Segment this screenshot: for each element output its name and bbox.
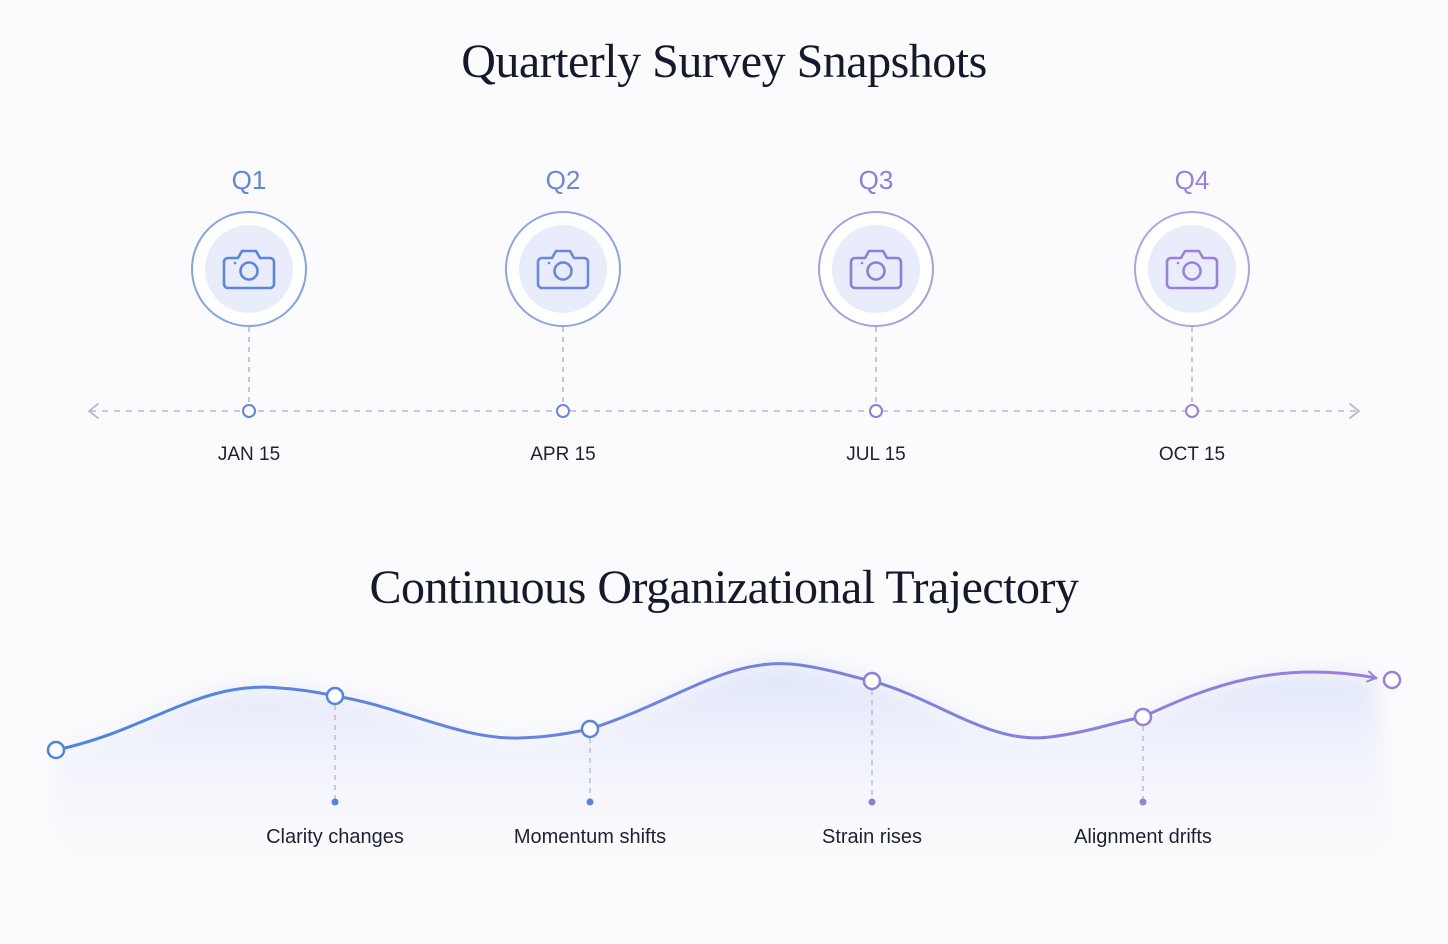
trajectory-end-dot: [1382, 670, 1402, 690]
marker-label: Momentum shifts: [514, 826, 666, 848]
timeline-dot: [869, 404, 883, 418]
marker-anchor-dot: [331, 798, 339, 806]
marker-dot: [862, 671, 882, 691]
snapshot-inner-disc: [205, 225, 293, 313]
marker-anchor-dot: [586, 798, 594, 806]
quarter-label: Q2: [546, 165, 581, 195]
marker-dot: [325, 686, 345, 706]
timeline-dot: [556, 404, 570, 418]
quarter-date: APR 15: [530, 444, 595, 465]
quarter-date: JUL 15: [846, 444, 906, 465]
camera-icon: [222, 249, 276, 290]
quarter-snapshots: Q1 JAN 15 Q2 APR 15 Q3 JUL 15 Q4 OCT 15: [191, 165, 1250, 465]
marker-label: Clarity changes: [266, 826, 404, 848]
timeline-dot: [1185, 404, 1199, 418]
arrow-right-icon: [1349, 403, 1360, 419]
marker-anchor-dot: [1139, 798, 1147, 806]
quarter-date: OCT 15: [1159, 444, 1225, 465]
camera-icon: [1165, 249, 1219, 290]
quarter-date: JAN 15: [218, 444, 280, 465]
trajectory-shading: [56, 663, 1392, 870]
marker-label: Strain rises: [822, 826, 922, 848]
quarter-snapshot: Q3 JUL 15: [818, 165, 934, 465]
marker-dot: [1133, 707, 1153, 727]
quarter-label: Q1: [232, 165, 267, 195]
marker-anchor-dot: [868, 798, 876, 806]
camera-icon: [849, 249, 903, 290]
trajectory-chart: [46, 662, 1402, 870]
marker-dot: [580, 719, 600, 739]
trajectory-marker: Alignment drifts: [1074, 707, 1212, 848]
snapshot-inner-disc: [519, 225, 607, 313]
trajectory-marker: Momentum shifts: [514, 719, 666, 848]
quarter-snapshot: Q1 JAN 15: [191, 165, 307, 465]
timeline-dot: [242, 404, 256, 418]
quarter-label: Q4: [1175, 165, 1210, 195]
arrow-left-icon: [88, 403, 99, 419]
trajectory-line: [54, 662, 1378, 752]
snapshot-inner-disc: [832, 225, 920, 313]
marker-label: Alignment drifts: [1074, 826, 1212, 848]
trajectory-start-dot: [46, 740, 66, 760]
snapshot-section-title: Quarterly Survey Snapshots: [461, 35, 987, 88]
trajectory-section-title: Continuous Organizational Trajectory: [369, 561, 1079, 614]
trajectory-marker: Strain rises: [822, 671, 922, 848]
camera-icon: [536, 249, 590, 290]
snapshot-timeline-axis: [88, 403, 1360, 419]
trajectory-marker: Clarity changes: [266, 686, 404, 848]
quarter-snapshot: Q2 APR 15: [505, 165, 621, 465]
snapshot-inner-disc: [1148, 225, 1236, 313]
trajectory-markers: Clarity changes Momentum shifts Strain ris…: [266, 671, 1212, 848]
quarter-label: Q3: [859, 165, 894, 195]
quarter-snapshot: Q4 OCT 15: [1134, 165, 1250, 465]
